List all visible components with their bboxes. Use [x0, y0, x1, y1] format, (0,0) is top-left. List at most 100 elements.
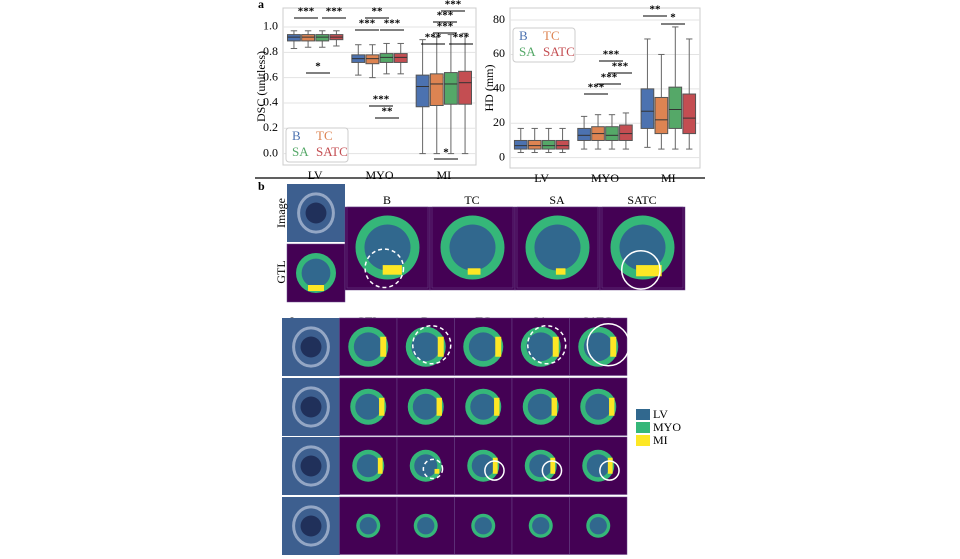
mi-region: [379, 397, 385, 416]
mi-region: [551, 397, 557, 416]
legend-swatch: [636, 435, 650, 446]
significance-label: *: [315, 61, 321, 73]
highlight-circle: [484, 460, 505, 481]
x-tick-label: LV: [534, 171, 549, 185]
mi-region: [382, 265, 402, 275]
significance-label: ***: [437, 10, 454, 22]
legend-entry: TC: [543, 28, 560, 43]
box: [654, 96, 669, 135]
box: [513, 139, 528, 150]
legend-swatch: [636, 409, 650, 420]
column-label: B: [383, 193, 391, 207]
mi-region: [636, 265, 662, 277]
mi-region: [308, 285, 324, 291]
lv-cavity: [355, 393, 382, 420]
significance-label: *: [443, 147, 449, 159]
significance-label: ***: [425, 32, 442, 44]
x-tick-label: MI: [661, 171, 676, 185]
legend-entry: TC: [316, 128, 333, 143]
column-label: SATC: [627, 193, 656, 207]
y-tick-label: 0: [499, 149, 505, 163]
mri-structure: [292, 445, 330, 487]
y-tick-label: 0.4: [263, 95, 278, 109]
lv-cavity: [526, 332, 556, 362]
legend-entry: B: [292, 128, 301, 143]
lv-cavity: [417, 517, 435, 535]
mi-region: [437, 336, 444, 357]
lv-cavity: [449, 224, 496, 271]
box: [555, 139, 570, 150]
mi-region: [610, 336, 617, 357]
box: [640, 88, 655, 129]
legend-label: MI: [653, 433, 668, 447]
lv-cavity: [301, 258, 331, 288]
lv-cavity: [586, 454, 610, 478]
mri-structure: [297, 192, 335, 234]
highlight-circle: [422, 458, 444, 480]
box: [458, 70, 472, 105]
legend-label: MYO: [653, 420, 681, 434]
mri-structure: [292, 505, 330, 547]
mri-structure: [292, 386, 330, 428]
box: [287, 34, 301, 42]
box: [429, 73, 444, 106]
highlight-circle: [599, 460, 620, 481]
column-label: TC: [464, 193, 479, 207]
box: [577, 127, 591, 141]
mi-region: [492, 457, 498, 474]
y-tick-label: 0.2: [263, 120, 278, 134]
mi-region: [550, 457, 556, 474]
mi-region: [434, 468, 440, 474]
legend-swatch: [636, 422, 650, 433]
column-label: SA: [549, 193, 565, 207]
mi-region: [552, 336, 559, 357]
lv-cavity: [364, 224, 411, 271]
x-tick-label: MYO: [591, 171, 619, 185]
legend-entry: B: [519, 28, 528, 43]
x-tick-label: MI: [436, 168, 451, 182]
significance-label: ***: [445, 0, 462, 11]
legend-entry: SATC: [316, 144, 348, 159]
lv-cavity: [359, 517, 377, 535]
y-tick-label: 80: [493, 12, 505, 26]
box: [443, 72, 458, 105]
box: [301, 34, 316, 42]
lv-cavity: [414, 454, 438, 478]
significance-label: ***: [437, 21, 454, 33]
highlight-circle: [586, 323, 630, 367]
significance-label: ***: [298, 6, 315, 18]
legend-entry: SA: [519, 44, 536, 59]
significance-label: ***: [384, 18, 401, 30]
legend-box: [285, 127, 349, 163]
box: [619, 124, 633, 141]
lv-cavity: [470, 393, 497, 420]
mi-region: [377, 457, 383, 474]
lv-cavity: [474, 517, 492, 535]
y-axis-label: DSC (unitless): [254, 51, 268, 122]
lv-cavity: [353, 332, 383, 362]
significance-label: **: [382, 106, 394, 118]
row-label: Image: [274, 198, 288, 228]
mri-structure: [305, 202, 327, 224]
box: [605, 126, 619, 141]
highlight-circle: [541, 460, 563, 481]
mi-region: [607, 457, 613, 474]
mi-region: [467, 268, 481, 275]
lv-cavity: [412, 393, 439, 420]
y-tick-label: 0.6: [263, 69, 278, 83]
significance-label: ***: [453, 32, 470, 44]
lv-cavity: [529, 454, 553, 478]
mri-structure: [300, 515, 322, 537]
highlight-circle: [412, 325, 452, 365]
box: [415, 74, 430, 108]
box: [315, 34, 330, 42]
box: [541, 139, 556, 150]
y-axis-label: HD (mm): [482, 65, 496, 112]
x-tick-label: MYO: [365, 168, 393, 182]
panel-label: b: [258, 179, 265, 193]
box: [527, 139, 542, 150]
significance-label: **: [372, 6, 384, 18]
legend-label: LV: [653, 407, 668, 421]
legend-entry: SA: [292, 144, 309, 159]
mri-structure: [300, 455, 322, 477]
